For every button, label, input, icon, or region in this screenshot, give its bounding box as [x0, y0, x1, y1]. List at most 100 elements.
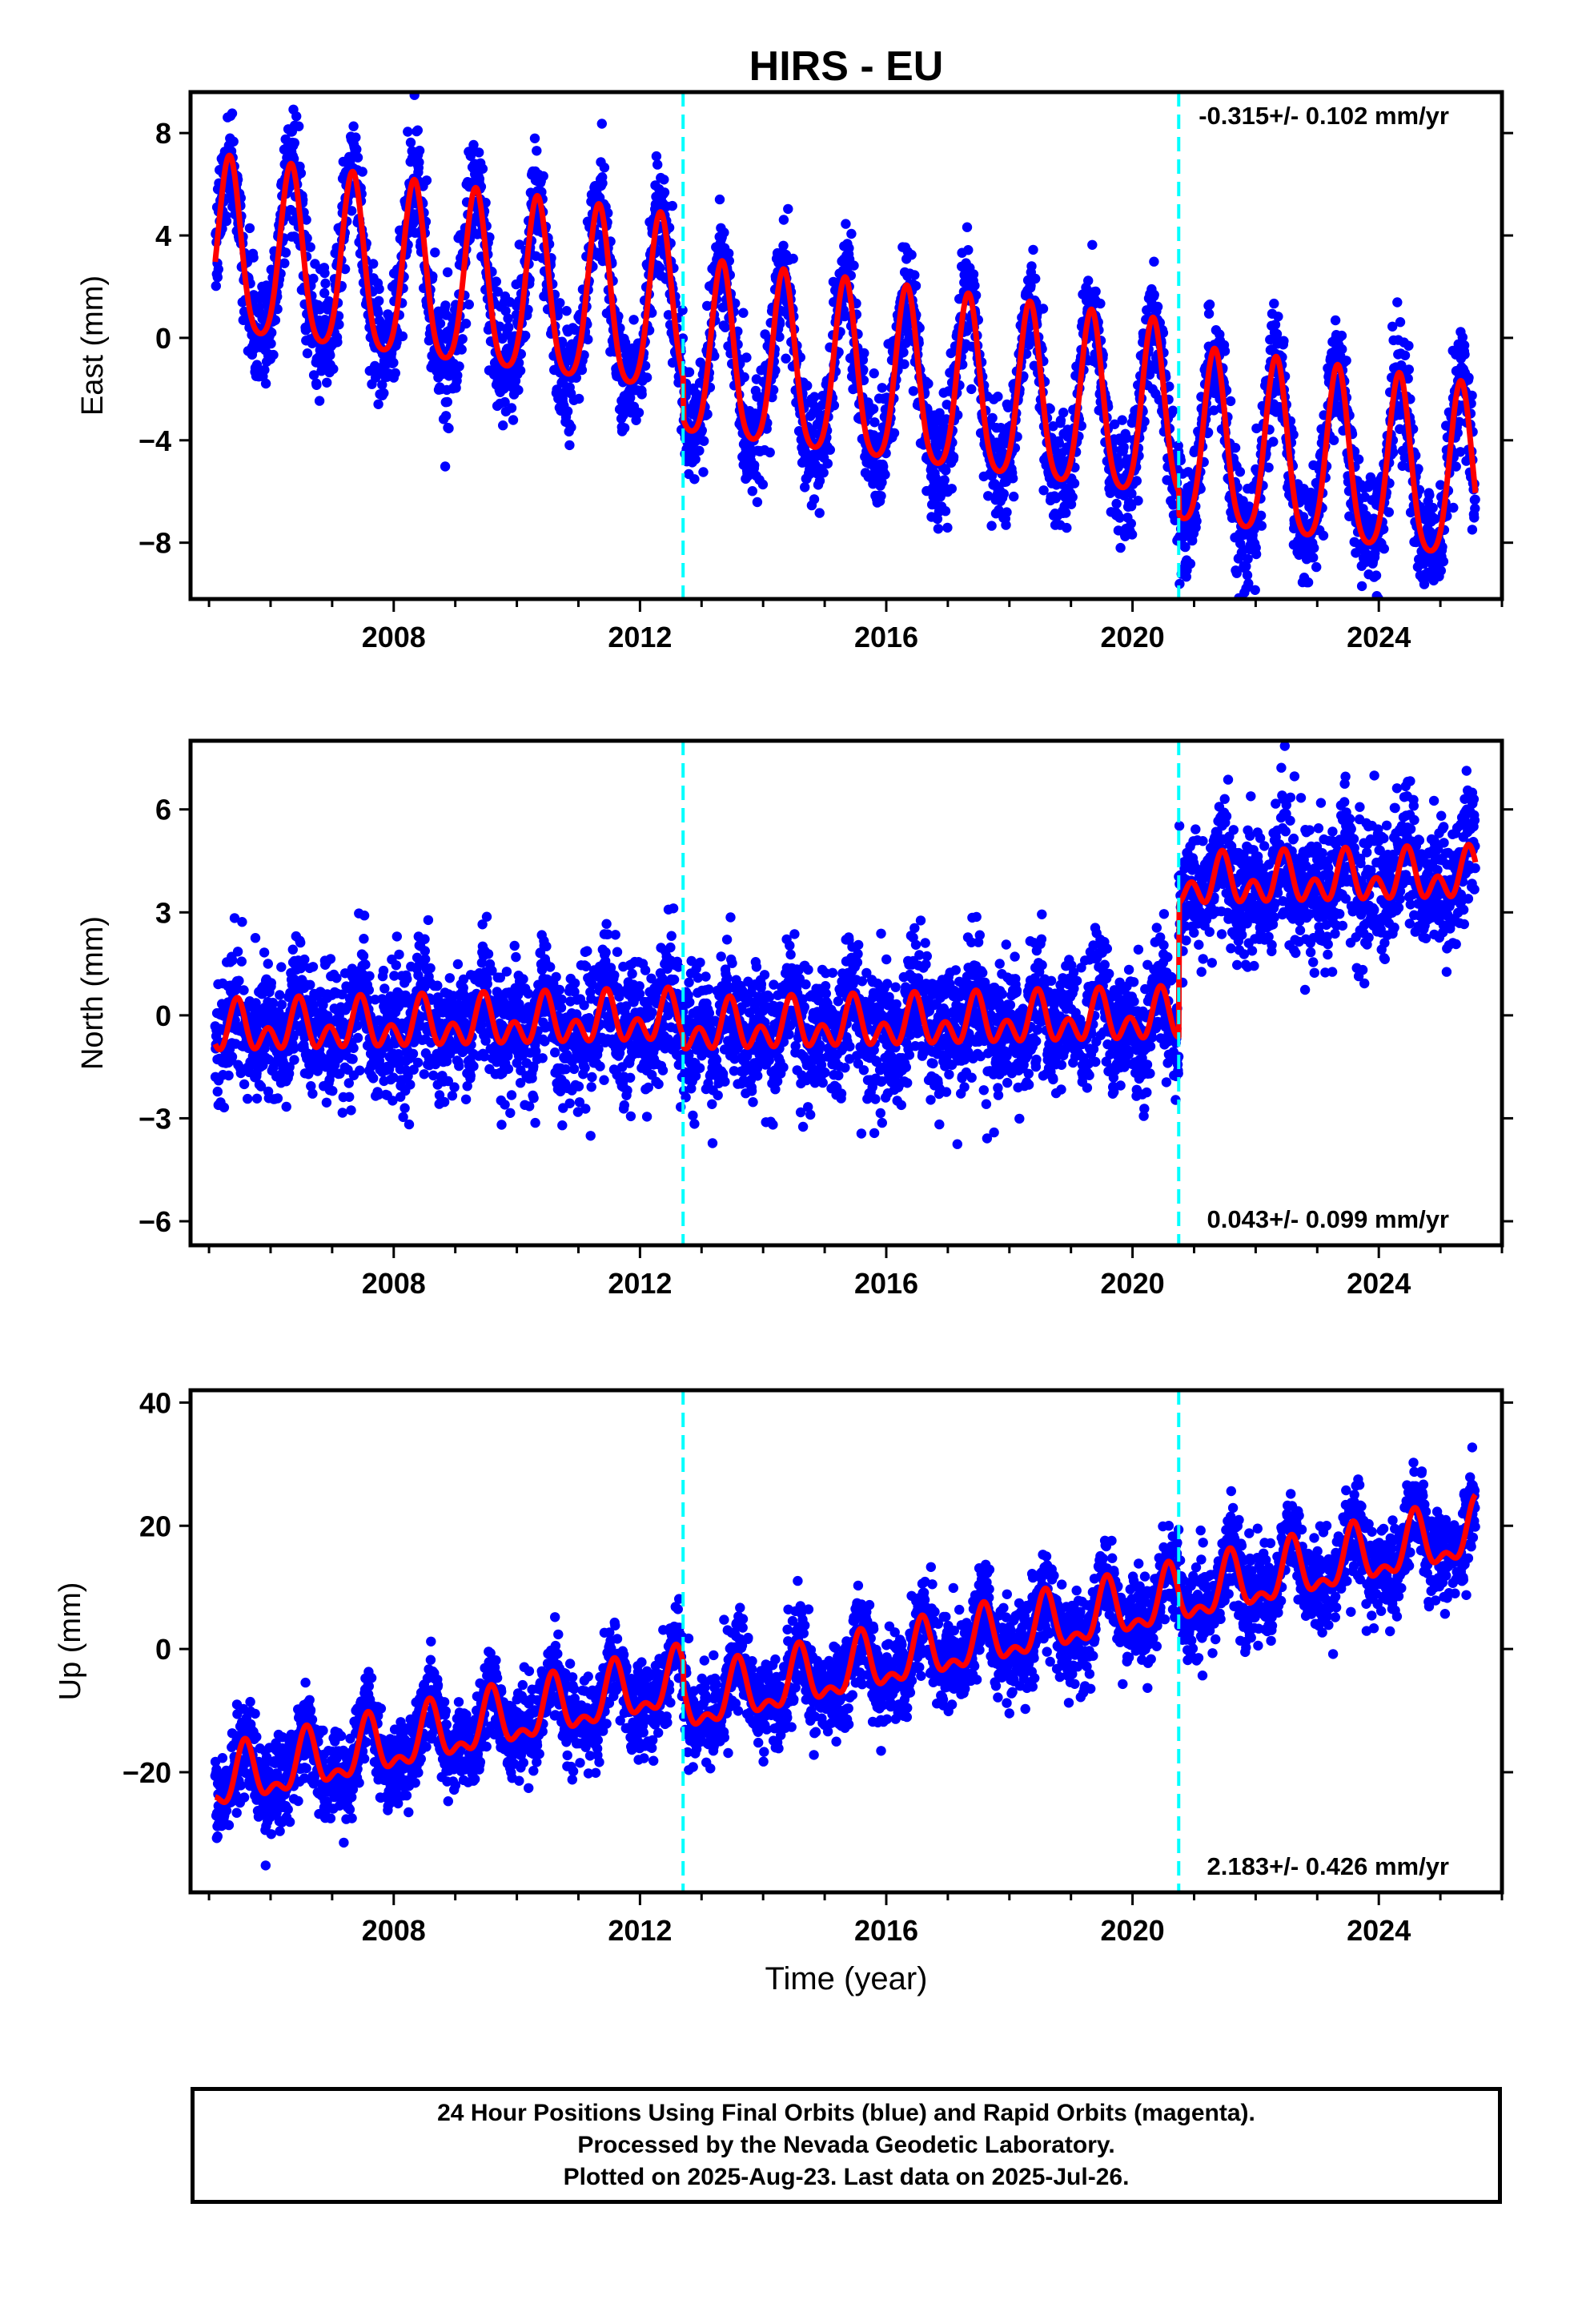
- data-point: [1279, 336, 1289, 346]
- data-point: [1167, 405, 1178, 416]
- data-point: [739, 372, 749, 383]
- data-point: [1087, 239, 1098, 250]
- data-point: [788, 253, 798, 264]
- x-tick-label: 2008: [362, 621, 426, 653]
- data-point: [564, 440, 575, 451]
- data-point: [552, 305, 564, 316]
- data-point: [1395, 317, 1406, 328]
- data-point: [1341, 356, 1351, 366]
- data-point: [276, 962, 287, 972]
- data-point: [532, 146, 542, 156]
- x-tick-label: 2012: [608, 621, 672, 653]
- data-point: [440, 461, 451, 472]
- data-point: [348, 121, 359, 131]
- data-point: [968, 269, 979, 279]
- data-point: [702, 409, 713, 420]
- data-point: [212, 1086, 223, 1097]
- data-point: [352, 152, 363, 163]
- data-point: [444, 423, 454, 434]
- data-point: [412, 125, 423, 135]
- data-point: [266, 338, 276, 349]
- plot-area: [210, 741, 1480, 1149]
- data-point: [227, 1051, 238, 1062]
- data-point: [1111, 498, 1122, 509]
- data-point: [783, 203, 793, 215]
- data-point: [236, 956, 247, 967]
- data-point: [1126, 518, 1137, 529]
- data-point: [442, 396, 452, 408]
- data-point: [421, 175, 432, 186]
- data-point: [1149, 256, 1159, 267]
- data-point: [514, 239, 524, 250]
- data-point: [1392, 297, 1403, 308]
- rate-label: -0.315+/- 0.102 mm/yr: [1199, 102, 1449, 130]
- data-point: [825, 444, 836, 455]
- data-point: [267, 328, 277, 338]
- data-point: [1448, 502, 1459, 513]
- data-point: [1133, 496, 1143, 506]
- data-point: [814, 508, 825, 518]
- data-point: [314, 396, 325, 406]
- data-point: [280, 247, 291, 258]
- chart-title: HIRS - EU: [749, 43, 944, 90]
- data-point: [774, 332, 785, 342]
- data-point: [983, 491, 994, 501]
- data-point: [694, 445, 705, 456]
- data-point: [1318, 530, 1329, 541]
- data-point: [636, 389, 647, 400]
- data-point: [513, 357, 524, 368]
- data-point: [503, 313, 513, 324]
- data-point: [308, 273, 319, 284]
- data-point: [1219, 346, 1231, 356]
- data-point: [325, 954, 336, 964]
- data-point: [331, 973, 342, 983]
- data-point: [963, 245, 974, 255]
- y-axis-label: East (mm): [76, 275, 110, 416]
- data-point: [800, 482, 810, 493]
- data-point: [1427, 502, 1438, 513]
- data-point: [859, 348, 869, 359]
- data-point: [909, 270, 920, 280]
- data-point: [1336, 330, 1347, 341]
- data-point: [1309, 543, 1319, 553]
- data-point: [655, 263, 665, 273]
- data-point: [1095, 298, 1106, 309]
- data-point: [452, 370, 463, 380]
- data-point: [291, 111, 302, 122]
- data-point: [869, 417, 880, 428]
- data-point: [270, 315, 281, 325]
- data-point: [699, 436, 709, 446]
- data-point: [1090, 286, 1101, 297]
- data-point: [1243, 553, 1253, 565]
- data-point: [908, 386, 919, 396]
- data-point: [232, 947, 243, 957]
- data-point: [379, 388, 389, 399]
- data-point: [1001, 520, 1011, 530]
- data-point: [474, 147, 484, 158]
- data-point: [515, 365, 526, 376]
- data-point: [697, 425, 707, 436]
- data-point: [1330, 315, 1341, 326]
- data-point: [334, 320, 344, 330]
- data-point: [628, 315, 639, 325]
- data-point: [251, 1093, 263, 1104]
- data-point: [234, 975, 244, 986]
- data-point: [500, 396, 510, 408]
- data-point: [1256, 521, 1267, 531]
- data-point: [690, 454, 701, 464]
- data-point: [599, 163, 610, 173]
- data-point: [1131, 476, 1142, 486]
- data-point: [414, 157, 424, 167]
- data-point: [508, 415, 519, 425]
- data-point: [1269, 298, 1279, 309]
- data-point: [1470, 503, 1480, 514]
- data-point: [1115, 542, 1126, 553]
- data-point: [1126, 529, 1138, 540]
- data-point: [440, 300, 451, 311]
- data-point: [633, 408, 644, 418]
- x-tick-label: 2024: [1347, 621, 1411, 653]
- data-point: [390, 368, 400, 379]
- data-point: [566, 422, 576, 432]
- data-point: [260, 378, 271, 389]
